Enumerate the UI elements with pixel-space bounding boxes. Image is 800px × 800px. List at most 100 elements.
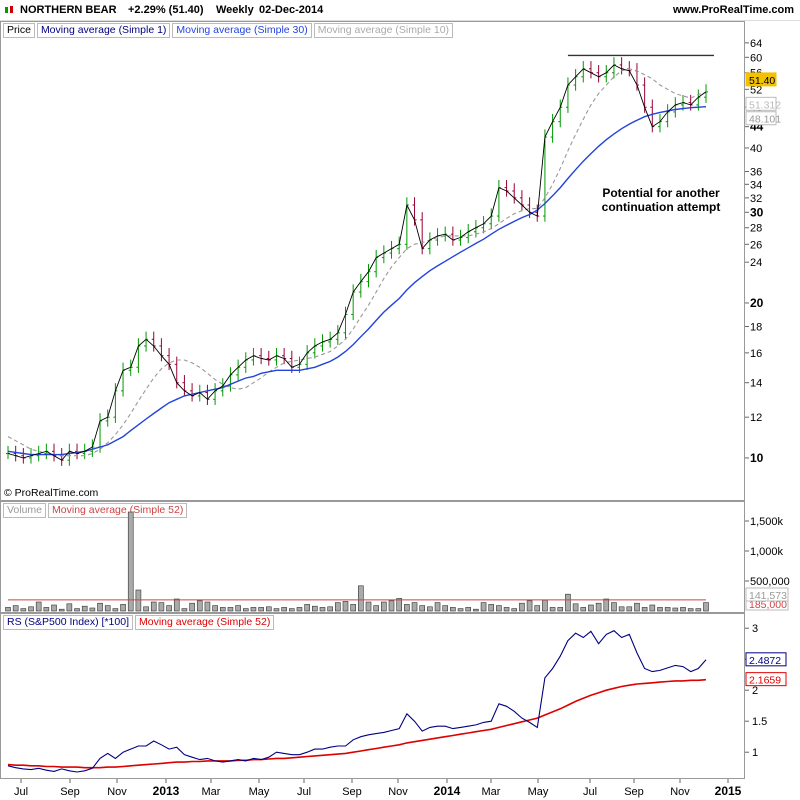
volume-bar (335, 602, 341, 612)
legend-rs[interactable]: RS (S&P500 Index) [*100] (3, 615, 133, 630)
price-y-tick-label: 24 (750, 257, 762, 269)
rs-value-tag: 2.4872 (749, 655, 781, 667)
volume-bar (434, 602, 441, 612)
x-tick-label: 2013 (153, 784, 180, 798)
volume-bar (289, 608, 295, 612)
ma10-value-tag-bg (745, 96, 777, 111)
price-y-tick-label: 30 (750, 205, 764, 219)
x-tick-label: Jul (14, 786, 28, 798)
volume-bar (396, 598, 402, 612)
volume-bar (503, 607, 510, 612)
volume-bar (595, 602, 602, 612)
volume-bar (358, 585, 364, 612)
volume-bar (373, 605, 379, 612)
rs-value-tag-bg (745, 652, 787, 667)
volume-bar (127, 511, 134, 612)
rs-legend: RS (S&P500 Index) [*100] Moving average … (3, 615, 276, 630)
volume-bar (427, 606, 433, 612)
volume-bar (695, 608, 702, 612)
volume-bar (496, 605, 502, 612)
rs-y-tick-label: 1.5 (752, 716, 767, 728)
legend-ma1[interactable]: Moving average (Simple 1) (36, 23, 171, 38)
volume-bar (51, 604, 57, 612)
price-y-tick-label: 10 (750, 451, 764, 465)
volume-bar (258, 607, 264, 612)
volume-bar (473, 608, 479, 612)
x-tick-label: Jul (297, 786, 311, 798)
volume-bar (442, 605, 449, 612)
x-tick-label: Nov (388, 786, 408, 798)
volume-bar (626, 606, 633, 612)
legend-volume[interactable]: Volume (3, 503, 47, 518)
volume-bar (66, 603, 73, 612)
volume-bar (534, 605, 541, 612)
volume-bar (680, 607, 686, 612)
legend-rs-ma[interactable]: Moving average (Simple 52) (135, 615, 275, 630)
price-y-tick-label: 34 (750, 179, 762, 191)
volume-y-tick-label: 500,000 (750, 576, 790, 588)
volume-bar (204, 601, 211, 612)
volume-bar (419, 605, 425, 612)
volume-bar (319, 607, 326, 612)
ma30-series-line (7, 106, 707, 456)
annotation-line-1: Potential for another (602, 186, 720, 200)
volume-bar (603, 598, 610, 612)
price-y-tick-label: 64 (750, 38, 762, 50)
x-tick-label: 2015 (715, 784, 742, 798)
volume-bar (542, 599, 548, 612)
volume-bar (181, 608, 188, 612)
volume-ma-tag: 185,000 (749, 599, 787, 611)
volume-bar (634, 602, 640, 612)
legend-ma30[interactable]: Moving average (Simple 30) (172, 23, 312, 38)
x-tick-label: Sep (624, 786, 644, 798)
x-tick-label: May (249, 786, 270, 798)
price-y-tick-label: 36 (750, 167, 762, 179)
price-y-tick-label: 52 (750, 84, 762, 96)
price-y-tick-label: 18 (750, 322, 762, 334)
price-y-tick-label: 60 (750, 52, 762, 64)
volume-legend: Volume Moving average (Simple 52) (3, 503, 189, 518)
volume-bar (273, 608, 280, 612)
rs-series-line (7, 630, 707, 773)
volume-bar (480, 602, 487, 612)
volume-bar (58, 608, 65, 612)
ma30-value-tag-bg (745, 111, 777, 126)
volume-bar (450, 607, 456, 612)
legend-volume-ma[interactable]: Moving average (Simple 52) (48, 503, 188, 518)
rs-y-tick-label: 2 (752, 685, 758, 697)
volume-bar (173, 598, 180, 612)
volume-bar (519, 602, 525, 612)
price-y-tick-label: 28 (750, 223, 762, 235)
price-y-tick-label: 14 (750, 378, 762, 390)
x-tick-label: Mar (202, 786, 221, 798)
volume-bar (580, 607, 587, 612)
volume-bar (158, 602, 165, 612)
volume-bar (166, 605, 172, 612)
volume-bar (465, 607, 472, 612)
volume-bar (526, 600, 533, 612)
volume-bar (388, 600, 395, 612)
rs-y-tick-label: 1 (752, 747, 758, 759)
volume-bar (212, 605, 218, 612)
legend-ma10[interactable]: Moving average (Simple 10) (313, 23, 454, 38)
volume-bar (641, 607, 648, 612)
chart-header: NORTHERN BEAR +2.29% (51.40) Weekly 02-D… (0, 0, 800, 21)
price-panel[interactable]: Price Moving average (Simple 1) Moving a… (0, 21, 745, 501)
volume-panel[interactable]: Volume Moving average (Simple 52) (0, 501, 745, 613)
volume-bar (649, 604, 656, 612)
volume-bar (89, 607, 96, 612)
x-tick-label: May (528, 786, 549, 798)
volume-bar (588, 604, 594, 612)
volume-bar (150, 601, 157, 612)
copyright-label: © ProRealTime.com (4, 487, 99, 499)
volume-bar (350, 604, 356, 612)
price-y-tick-label: 26 (750, 239, 762, 251)
price-y-tick-label: 16 (750, 348, 762, 360)
volume-bar (135, 589, 142, 612)
volume-bar (35, 601, 42, 612)
volume-bar (557, 607, 564, 612)
legend-price[interactable]: Price (3, 23, 35, 38)
instrument-name: NORTHERN BEAR (20, 4, 117, 16)
volume-bar (120, 604, 126, 612)
